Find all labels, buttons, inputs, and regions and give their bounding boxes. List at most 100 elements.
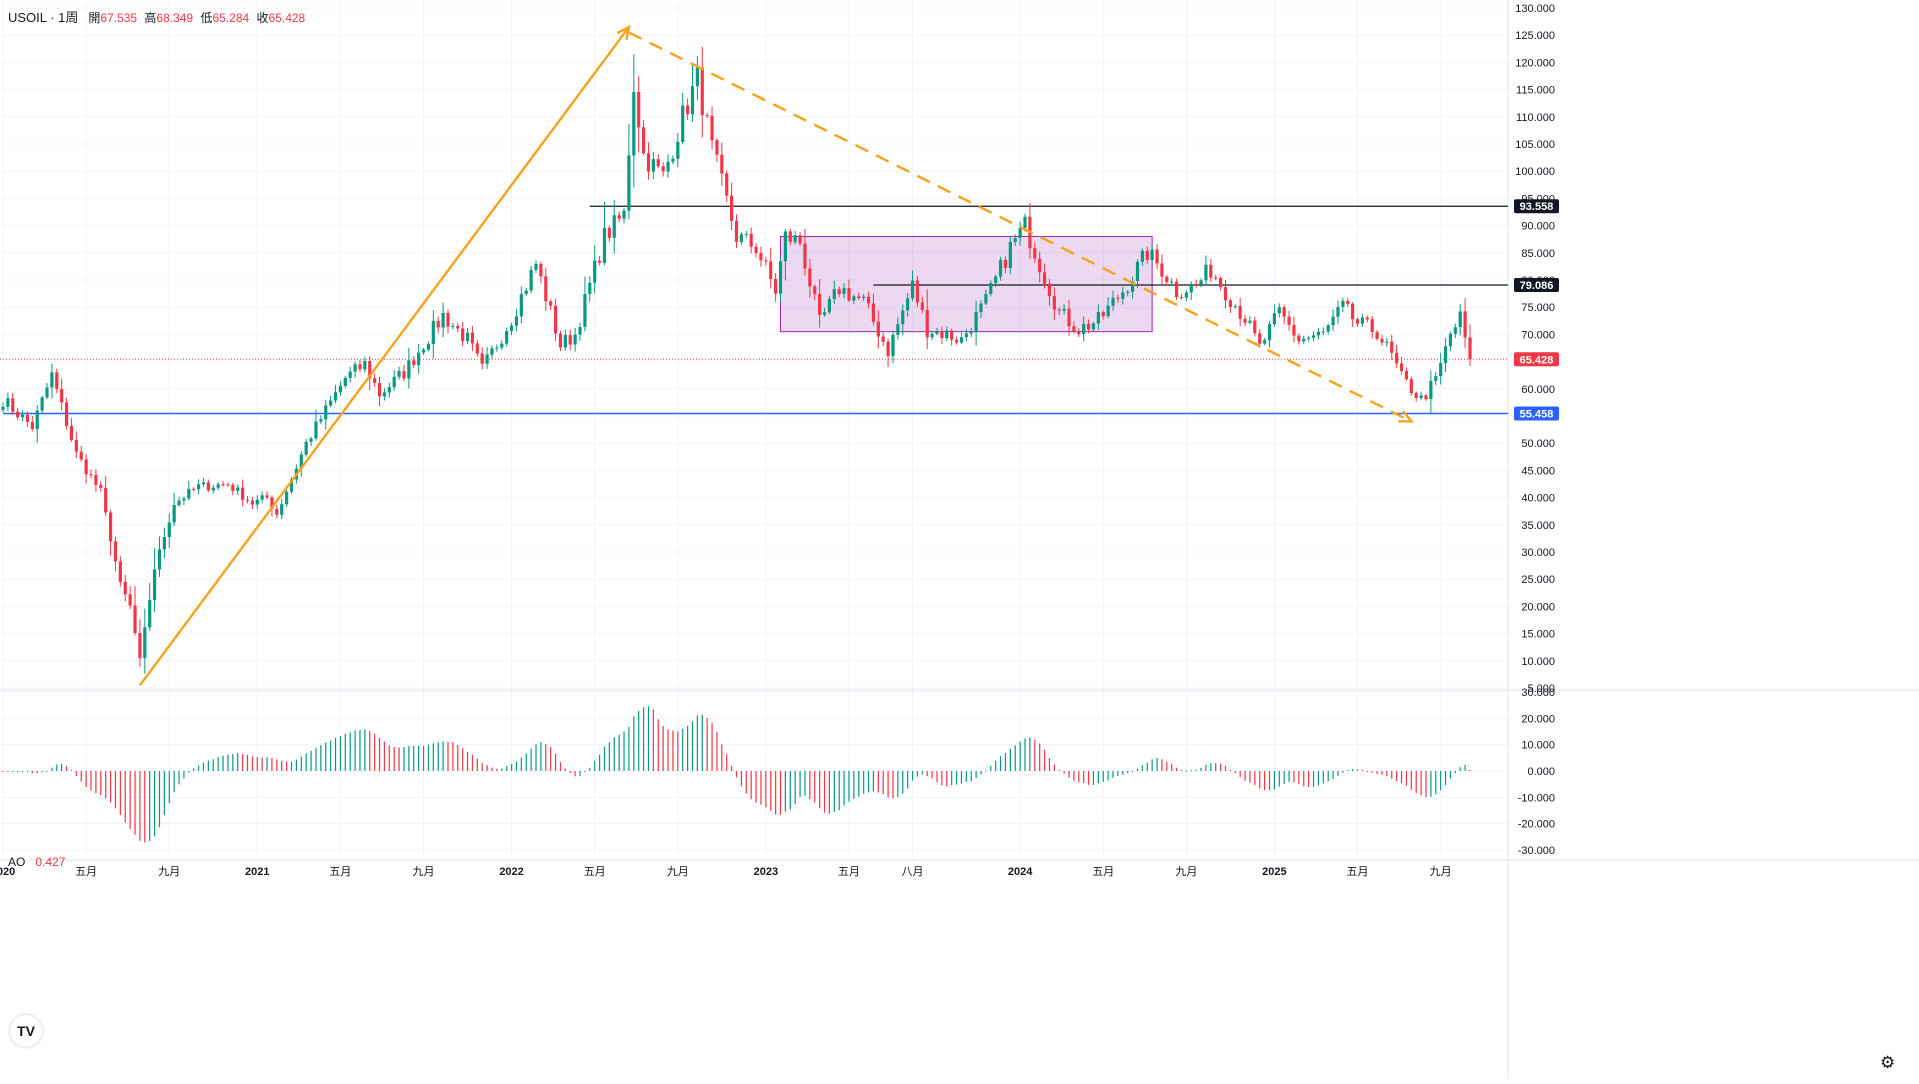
ao-bar: [1322, 771, 1324, 784]
candle-body: [656, 159, 660, 167]
candle-body: [1077, 331, 1081, 335]
price-badge-label: 79.086: [1520, 280, 1554, 292]
candle-body: [803, 243, 807, 269]
ao-bar: [1244, 771, 1246, 781]
trend-line: [628, 31, 1412, 423]
candle-body: [549, 301, 553, 306]
ao-legend[interactable]: AO 0.427: [8, 855, 65, 869]
candle-body: [935, 330, 939, 334]
candle-body: [524, 290, 528, 295]
candle-body: [1434, 376, 1438, 381]
price-tick-label: 70.000: [1521, 329, 1555, 341]
candle-body: [285, 491, 289, 505]
candle-body: [1111, 297, 1115, 306]
candle-body: [338, 385, 343, 393]
candle-body: [1258, 333, 1262, 344]
candle-body: [695, 67, 699, 87]
gear-icon[interactable]: ⚙: [1880, 1053, 1896, 1072]
price-tick-label: 60.000: [1521, 384, 1555, 396]
candle-body: [436, 321, 440, 328]
candle-body: [754, 246, 758, 253]
candle-body: [177, 500, 181, 505]
candle-body: [16, 411, 20, 418]
symbol-title[interactable]: USOIL · 1周: [8, 10, 79, 25]
candle-body: [1209, 264, 1213, 278]
time-tick-label: 2021: [245, 866, 269, 878]
candle-body: [749, 233, 753, 247]
ao-bar: [124, 771, 126, 823]
price-tick-label: 35.000: [1521, 520, 1555, 532]
candle-body: [1086, 323, 1091, 330]
ao-bar: [21, 771, 24, 772]
price-badge: [1514, 406, 1559, 421]
candle-body: [544, 276, 548, 302]
price-tick-label: 130.000: [1515, 3, 1555, 15]
ao-name: AO: [8, 855, 26, 869]
close-value: 65.428: [268, 11, 306, 25]
ao-bar: [638, 710, 640, 771]
candle-body: [1223, 287, 1228, 301]
candle-body: [353, 364, 357, 372]
symbol-legend: USOIL · 1周 開67.535 高68.349 低65.284 收65.42…: [8, 7, 309, 26]
candle-body: [197, 484, 201, 490]
candle-body: [1390, 341, 1394, 353]
time-tick-label: 五月: [1347, 866, 1369, 878]
ao-bar: [652, 709, 654, 771]
candle-body: [876, 321, 880, 337]
tradingview-logo-icon[interactable]: TV: [10, 1015, 42, 1047]
ao-bar: [1200, 767, 1202, 771]
candle-body: [744, 233, 748, 235]
ao-bar: [232, 753, 234, 771]
candle-body: [505, 331, 509, 344]
candle-body: [157, 549, 162, 570]
candle-body: [1165, 276, 1169, 283]
candle-body: [920, 302, 924, 310]
time-tick-label: 五月: [1092, 866, 1114, 878]
ao-bar: [955, 771, 958, 785]
ao-bar: [1440, 771, 1442, 791]
candle-body: [808, 268, 812, 287]
ao-bar: [1464, 764, 1466, 771]
ao-bar: [246, 755, 249, 771]
ao-bar: [1361, 769, 1364, 771]
candle-body: [143, 627, 147, 659]
candle-body: [231, 484, 235, 491]
candle-body: [289, 479, 294, 492]
ao-bar: [139, 771, 141, 841]
candle-body: [710, 115, 714, 141]
candle-body: [774, 278, 778, 294]
ao-bar: [61, 763, 63, 771]
candle-body: [1160, 263, 1164, 277]
candle-body: [426, 343, 431, 350]
price-tick-label: 115.000: [1516, 85, 1555, 97]
ao-bar: [217, 757, 219, 771]
ao-bar: [1034, 739, 1036, 771]
ao-bar: [628, 726, 630, 771]
ao-bar: [525, 753, 527, 771]
ao-bar: [907, 771, 909, 789]
ao-bar: [1112, 771, 1114, 778]
price-badge-label: 65.428: [1520, 354, 1554, 366]
candle-body: [470, 332, 475, 344]
ao-bar: [158, 771, 161, 828]
candle-body: [1414, 393, 1418, 399]
ao-bar: [320, 745, 322, 771]
candle-body: [1439, 363, 1443, 377]
ao-bar: [965, 771, 967, 782]
candle-body: [759, 252, 763, 261]
ao-bar: [1366, 770, 1368, 772]
candle-body: [1326, 325, 1330, 332]
ao-bar: [100, 771, 102, 796]
ao-bar: [1415, 771, 1417, 794]
candle-body: [260, 495, 264, 500]
candle-body: [397, 371, 401, 377]
candle-body: [593, 260, 597, 283]
ao-bar: [457, 745, 459, 771]
ao-bar: [134, 771, 136, 835]
ao-bar: [770, 771, 772, 811]
low-value: 65.284: [212, 11, 250, 25]
candle-body: [583, 294, 587, 327]
candle-body: [45, 387, 49, 398]
